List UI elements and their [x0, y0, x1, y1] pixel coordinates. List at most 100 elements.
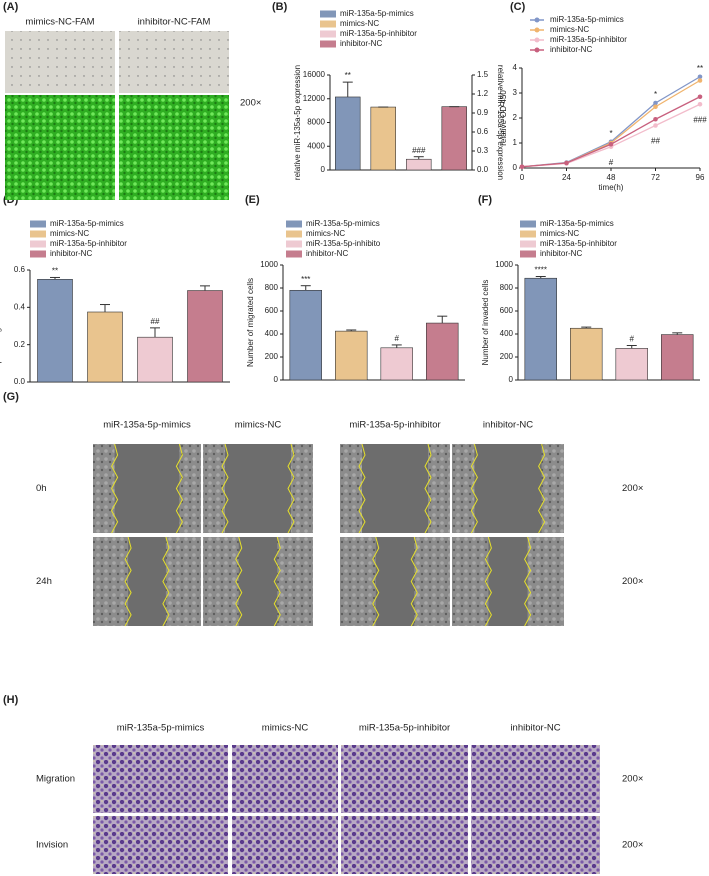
bar	[137, 336, 173, 383]
legend-swatch	[286, 250, 302, 258]
legend-swatch	[320, 20, 336, 28]
x-axis-label: time(h)	[599, 183, 624, 192]
wound-edge	[221, 443, 229, 534]
legend-label: mimics-NC	[50, 229, 89, 238]
wound-area	[225, 444, 291, 533]
y-tick-label: 200	[500, 352, 514, 361]
legend-label: miR-135a-5p-inhibitor	[540, 239, 617, 248]
annotation: ###	[693, 115, 707, 124]
wound-edge	[372, 536, 380, 627]
legend-swatch	[520, 250, 536, 258]
magnification: 200×	[622, 774, 643, 785]
y-tick-label: 0	[513, 163, 518, 172]
point	[653, 123, 658, 128]
bar	[570, 327, 603, 381]
y-tick-label: 800	[265, 283, 279, 292]
bar	[335, 330, 368, 381]
magnification: 200×	[240, 98, 261, 109]
column-title: miR-135a-5p-mimics	[117, 723, 205, 734]
image	[471, 745, 600, 813]
annotation: #	[630, 335, 635, 344]
y-tick-label: 0	[509, 375, 514, 384]
wound-edge	[470, 443, 478, 534]
legend-label: miR-135a-5p-mimics	[340, 9, 414, 18]
y-tick-label: 0.0	[477, 165, 489, 174]
legend-label: miR-135a-5p-inhibito	[306, 239, 381, 248]
wound-area	[114, 444, 180, 533]
legend-marker	[534, 47, 540, 53]
point	[564, 160, 569, 166]
legend-label: miR-135a-5p-mimics	[306, 219, 380, 228]
wound-area	[128, 537, 166, 626]
image	[5, 95, 115, 200]
wound-edge	[358, 443, 366, 534]
point	[653, 116, 658, 122]
y-tick-label: 1000	[260, 260, 278, 269]
image	[471, 816, 600, 874]
annotation: ****	[535, 266, 547, 275]
legend-label: miR-135a-5p-mimics	[540, 219, 614, 228]
y-tick-label: 0.9	[477, 108, 489, 117]
annotation: **	[697, 64, 703, 73]
bar	[426, 322, 459, 381]
panel-label: (E)	[245, 194, 260, 206]
wound-edge	[524, 536, 532, 627]
wound-area	[375, 537, 415, 626]
image	[93, 745, 228, 813]
row-label: 24h	[36, 576, 52, 587]
legend-label: inhibitor-NC	[540, 249, 582, 258]
y-tick-label: 0	[274, 375, 279, 384]
y-tick-label: 2	[513, 113, 518, 122]
x-tick-label: 96	[696, 173, 705, 182]
wound-edge	[162, 536, 170, 627]
wound-area	[362, 444, 428, 533]
y-tick-label: 1.5	[477, 70, 489, 79]
wound-edge	[287, 443, 295, 534]
y-tick-label: 400	[265, 329, 279, 338]
legend-swatch	[286, 240, 302, 248]
column-title: miR-135a-5p-inhibitor	[359, 723, 450, 734]
image	[341, 745, 468, 813]
legend-label: mimics-NC	[340, 19, 379, 28]
bar	[289, 289, 322, 381]
y-axis-label: relative percentage of wound closure	[0, 260, 2, 391]
y-tick-label: 1	[513, 138, 518, 147]
legend-label: miR-135a-5p-inhibitor	[550, 35, 627, 44]
legend-label: mimics-NC	[550, 25, 589, 34]
panel-label: (G)	[3, 391, 19, 403]
bar	[406, 158, 432, 171]
wound-area	[474, 444, 542, 533]
column-title: inhibitor-NC	[483, 420, 533, 431]
legend-label: mimics-NC	[306, 229, 345, 238]
y-tick-label: 400	[500, 329, 514, 338]
legend-swatch	[520, 230, 536, 238]
y-axis-label: relative miR-135a-5p expression	[293, 65, 302, 180]
wound-edge	[424, 443, 432, 534]
column-title: miR-135a-5p-mimics	[103, 420, 191, 431]
wound-edge	[410, 536, 418, 627]
y-tick-label: 0.2	[14, 340, 26, 349]
legend-swatch	[30, 220, 46, 228]
y-tick-label: 0.0	[14, 377, 26, 386]
legend-swatch	[520, 220, 536, 228]
magnification: 200×	[622, 483, 643, 494]
bar	[615, 348, 648, 381]
image	[119, 95, 229, 200]
magnification: 200×	[622, 840, 643, 851]
point	[697, 101, 703, 107]
line	[521, 79, 701, 168]
y-tick-label: 12000	[303, 94, 326, 103]
column-title: mimics-NC	[262, 723, 309, 734]
annotation: #	[395, 334, 400, 343]
y-tick-label: 1.2	[477, 89, 489, 98]
image	[93, 816, 228, 874]
point	[697, 74, 703, 80]
legend-swatch	[286, 230, 302, 238]
legend-label: miR-135a-5p-inhibitor	[50, 239, 127, 248]
annotation: *	[654, 90, 657, 99]
point	[653, 100, 658, 106]
annotation: **	[345, 71, 351, 80]
y-tick-label: 0.4	[14, 302, 26, 311]
column-title: inhibitor-NC	[510, 723, 560, 734]
